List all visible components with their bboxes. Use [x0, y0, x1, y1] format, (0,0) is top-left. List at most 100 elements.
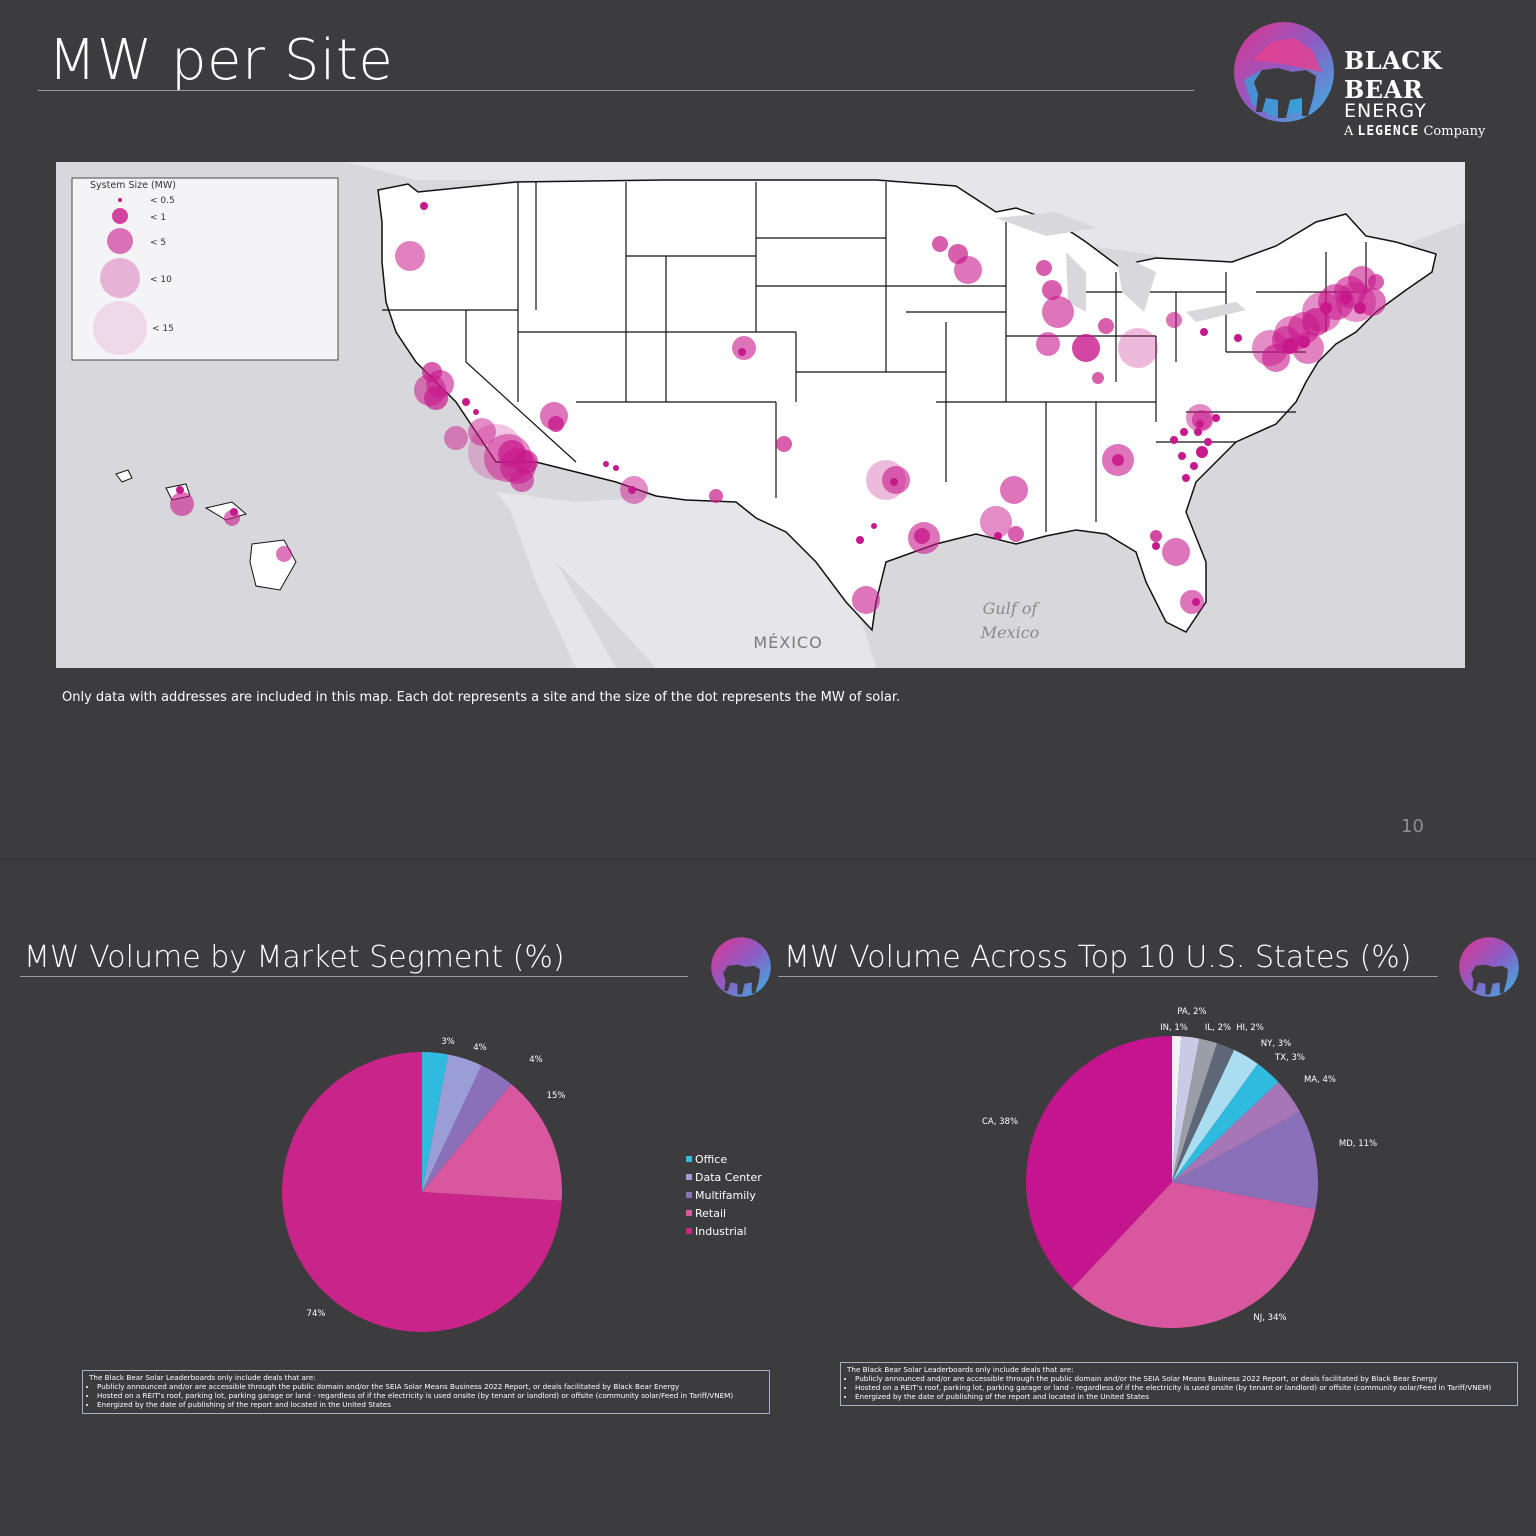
brand-line-3-suffix: Company	[1423, 124, 1486, 139]
pie-data-label: 4%	[473, 1043, 487, 1053]
legend-item-1: < 0.5	[150, 196, 175, 206]
legend-swatch	[686, 1156, 692, 1162]
site-dot	[980, 506, 1012, 538]
page-number: 10	[1401, 816, 1424, 837]
legend-item-3: < 5	[150, 238, 166, 248]
legend-item-2: < 1	[150, 213, 166, 223]
segment-note-item: Energized by the date of publishing of t…	[97, 1400, 763, 1409]
pie-data-label: 3%	[441, 1037, 455, 1047]
legend-swatch	[686, 1174, 692, 1180]
segment-note-intro: The Black Bear Solar Leaderboards only i…	[89, 1373, 316, 1382]
site-dot	[1170, 436, 1178, 444]
pie-slice-il	[1172, 1038, 1218, 1182]
site-dot	[1298, 336, 1310, 348]
segment-logo-icon	[711, 937, 771, 997]
legend-swatch	[686, 1210, 692, 1216]
site-dot	[1302, 308, 1330, 336]
segment-pie-chart: 3% 4% 4% 15% 74%	[282, 1037, 566, 1332]
segment-note-item: Publicly announced and/or are accessible…	[97, 1382, 763, 1391]
site-dot	[1204, 438, 1212, 446]
site-dot	[1036, 332, 1060, 356]
states-note-item: Hosted on a REIT's roof, parking lot, pa…	[855, 1383, 1511, 1392]
states-logo-icon	[1459, 937, 1519, 997]
site-dot	[1320, 302, 1332, 314]
site-dot	[1368, 274, 1384, 290]
brand-line-2: ENERGY	[1344, 100, 1427, 122]
site-dot	[1042, 296, 1074, 328]
sites-map: MÉXICO Gulf of Mexico System Size (MW) <…	[56, 162, 1465, 668]
site-dot	[1340, 292, 1352, 304]
legend-item: Data Center	[686, 1168, 762, 1186]
legend-item: Office	[686, 1150, 762, 1168]
site-dot	[276, 546, 292, 562]
pie-slice-ca	[1026, 1036, 1172, 1289]
site-dot	[514, 450, 538, 474]
site-dot	[1042, 280, 1062, 300]
site-dot	[1036, 260, 1052, 276]
site-dot	[1178, 452, 1186, 460]
label-gulf-1: Gulf of	[983, 599, 1041, 618]
pie-data-label: 15%	[547, 1091, 566, 1101]
site-dot	[603, 461, 609, 467]
states-chart-title: MW Volume Across Top 10 U.S. States (%)	[784, 940, 1412, 975]
site-dot	[856, 536, 864, 544]
site-dot	[994, 532, 1002, 540]
legend-item: Retail	[686, 1204, 762, 1222]
site-dot	[1152, 542, 1160, 550]
site-dot	[176, 486, 184, 494]
legend-label: Retail	[695, 1206, 727, 1220]
site-dot	[462, 398, 470, 406]
site-dot	[1196, 446, 1208, 458]
site-dot	[424, 386, 448, 410]
site-dot	[871, 523, 877, 529]
site-dot	[1212, 414, 1220, 422]
pie-slice-office	[422, 1052, 449, 1192]
site-dot	[170, 492, 194, 516]
states-criteria-note: The Black Bear Solar Leaderboards only i…	[840, 1362, 1518, 1406]
brand-line-1: BLACK BEAR	[1344, 46, 1443, 104]
pie-data-label: HI, 2%	[1236, 1023, 1264, 1033]
site-dot	[628, 486, 636, 494]
mexico-land	[496, 492, 876, 668]
site-dot	[954, 256, 982, 284]
hawaii-islands	[115, 469, 297, 591]
site-dot	[1112, 454, 1124, 466]
legend-label: Data Center	[695, 1170, 762, 1184]
site-dot	[1348, 266, 1376, 294]
legend-swatch	[686, 1228, 692, 1234]
site-dot	[1072, 334, 1100, 362]
site-dot	[709, 489, 723, 503]
site-dot	[1150, 530, 1162, 542]
site-dots	[170, 202, 1386, 614]
pie-data-label: MA, 4%	[1304, 1075, 1336, 1085]
site-dot	[1092, 372, 1104, 384]
site-dot	[1162, 538, 1190, 566]
slide-title: MW per Site	[48, 28, 394, 93]
pie-slice-ma	[1172, 1082, 1300, 1182]
site-dot	[613, 465, 619, 471]
pie-data-label: PA, 2%	[1177, 1007, 1206, 1017]
legend-swatch	[686, 1192, 692, 1198]
site-dot	[738, 348, 746, 356]
site-dot	[1200, 328, 1208, 336]
pie-data-label: NY, 3%	[1261, 1039, 1291, 1049]
pie-slice-ny	[1172, 1049, 1258, 1182]
pie-data-label: IN, 1%	[1160, 1023, 1188, 1033]
states-note-intro: The Black Bear Solar Leaderboards only i…	[847, 1365, 1074, 1374]
legend-dot-1	[118, 198, 122, 202]
states-pie-chart: IN, 1% PA, 2% IL, 2% HI, 2% NY, 3% TX, 3% MA, …	[982, 1007, 1377, 1328]
site-dot	[852, 586, 880, 614]
segment-note-item: Hosted on a REIT's roof, parking lot, pa…	[97, 1391, 763, 1400]
slide-divider	[0, 858, 1536, 860]
pie-data-label: TX, 3%	[1274, 1053, 1305, 1063]
segment-title-underline	[20, 976, 688, 977]
pie-slice-industrial	[282, 1052, 562, 1332]
title-underline	[38, 90, 1194, 91]
site-dot	[1008, 526, 1024, 542]
site-dot	[395, 241, 425, 271]
site-dot	[1190, 462, 1198, 470]
site-dot	[1000, 476, 1028, 504]
legend-label: Industrial	[695, 1224, 747, 1238]
brand-line-3: A LEGENCE Company	[1344, 124, 1522, 139]
legend-label: Multifamily	[695, 1188, 756, 1202]
